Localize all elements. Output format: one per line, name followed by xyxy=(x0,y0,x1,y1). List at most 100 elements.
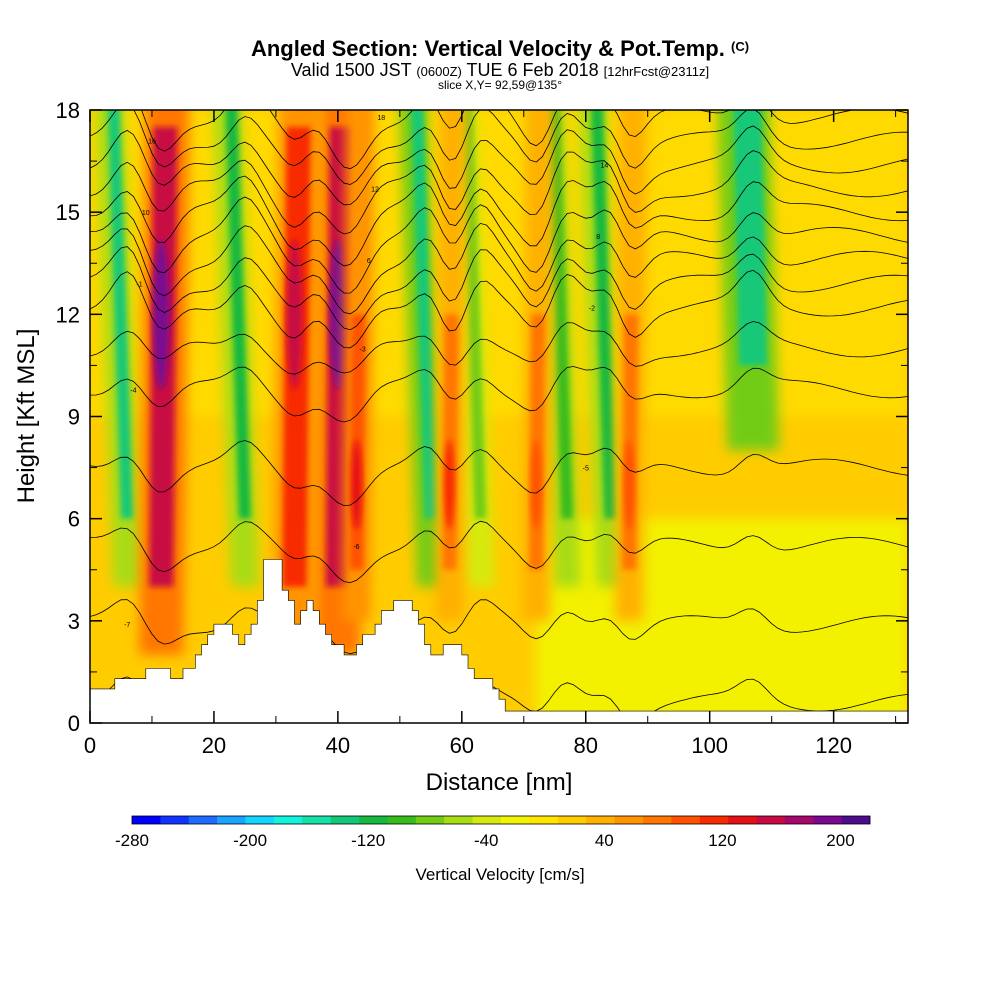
x-tick-label: 100 xyxy=(691,733,728,758)
colorbar-swatch xyxy=(359,816,388,824)
y-tick-label: 0 xyxy=(68,711,80,736)
theta-contour xyxy=(90,196,908,294)
downdraft-core xyxy=(411,110,437,519)
colorbar-tick-label: -280 xyxy=(115,831,149,850)
downdraft-core xyxy=(547,110,574,519)
colorbar-swatch xyxy=(841,816,871,824)
y-axis-label: Height [Kft MSL] xyxy=(13,329,40,504)
colorbar-tick-label: 40 xyxy=(595,831,614,850)
colorbar-swatch xyxy=(132,816,161,824)
theta-contour-label: -3 xyxy=(360,346,366,353)
colorbar-swatch xyxy=(756,816,786,824)
theta-contour-label: -4 xyxy=(130,387,136,394)
theta-contour-label: 18 xyxy=(377,115,385,122)
downdraft-core xyxy=(591,110,617,519)
colorbar-swatch xyxy=(245,816,275,824)
colorbar-swatch xyxy=(387,816,417,824)
updraft-core xyxy=(531,439,542,530)
downdraft-core xyxy=(107,110,134,519)
valid-date: TUE 6 Feb 2018 xyxy=(466,60,599,80)
colorbar-label: Vertical Velocity [cm/s] xyxy=(415,865,584,884)
colorbar-swatch xyxy=(415,816,445,824)
theta-contour-label: -7 xyxy=(124,622,130,629)
colorbar-outline xyxy=(131,815,871,825)
colorbar-swatch xyxy=(444,816,473,824)
colorbar-swatch xyxy=(614,816,644,824)
y-tick-label: 12 xyxy=(56,302,80,327)
valid-utc: (0600Z) xyxy=(416,64,462,79)
colorbar-swatch xyxy=(330,816,360,824)
y-tick-label: 9 xyxy=(68,405,80,430)
colorbar-swatch xyxy=(813,816,842,824)
colorbar-swatch xyxy=(188,816,218,824)
theta-contour-label: 10 xyxy=(142,210,150,217)
updraft-core xyxy=(624,439,635,530)
x-tick-label: 0 xyxy=(84,733,96,758)
colorbar-swatch xyxy=(529,816,559,824)
updraft-core xyxy=(153,239,170,390)
downdraft-core xyxy=(460,110,487,519)
theta-contour-label: -1 xyxy=(136,282,142,289)
colorbar-swatch xyxy=(273,816,303,824)
theta-contour xyxy=(90,599,908,655)
theta-contour xyxy=(90,125,908,206)
downdraft-core xyxy=(225,110,251,519)
colorbar: -280 -200 -120 -40 40 120 200 xyxy=(115,815,871,850)
theta-contour xyxy=(90,321,908,375)
colorbar-swatch xyxy=(557,816,587,824)
x-tick-label: 40 xyxy=(326,733,350,758)
x-tick-label: 60 xyxy=(450,733,474,758)
y-tick-label: 18 xyxy=(56,98,80,123)
colorbar-swatch xyxy=(217,816,246,824)
chart-title: Angled Section: Vertical Velocity & Pot.… xyxy=(0,36,1000,62)
updraft-core xyxy=(286,239,303,390)
colorbar-swatch xyxy=(671,816,700,824)
colorbar-swatch xyxy=(472,816,502,824)
valid-prefix: Valid 1500 JST xyxy=(290,60,412,80)
theta-contour-label: 6 xyxy=(367,258,371,265)
theta-contour xyxy=(90,520,908,584)
colorbar-swatch xyxy=(642,816,672,824)
theta-contour xyxy=(90,269,908,349)
theta-contour xyxy=(90,246,908,331)
theta-contour-label: 12 xyxy=(371,186,379,193)
updraft-core xyxy=(444,439,455,530)
colorbar-swatch xyxy=(586,816,615,824)
theta-contour xyxy=(90,222,908,315)
colorbar-tick-label: 120 xyxy=(708,831,736,850)
x-axis-label: Distance [nm] xyxy=(426,769,573,796)
colorbar-swatch xyxy=(302,816,331,824)
colorbar-swatch xyxy=(160,816,190,824)
valid-time: Valid 1500 JST (0600Z) TUE 6 Feb 2018 [1… xyxy=(0,60,1000,81)
theta-contour-label: 16 xyxy=(148,139,156,146)
colorbar-swatch xyxy=(784,816,814,824)
theta-contour xyxy=(90,366,908,423)
theta-contour xyxy=(90,175,908,267)
title-unit: (C) xyxy=(731,39,750,54)
colorbar-swatch xyxy=(728,816,757,824)
updraft-core xyxy=(351,439,362,530)
theta-contour xyxy=(90,150,908,235)
theta-contour-label: 14 xyxy=(600,162,608,169)
theta-contour-label: -2 xyxy=(589,306,595,313)
x-tick-label: 20 xyxy=(202,733,226,758)
terrain xyxy=(89,559,909,724)
axes: 0 20 40 60 80 100 120 0 3 6 9 12 15 18 xyxy=(56,98,908,758)
y-tick-label: 3 xyxy=(68,609,80,634)
colorbar-swatch xyxy=(501,816,530,824)
y-tick-label: 15 xyxy=(56,200,80,225)
updraft-core xyxy=(329,239,346,390)
colorbar-tick-label: -200 xyxy=(233,831,267,850)
colorbar-tick-label: -40 xyxy=(474,831,499,850)
theta-contour xyxy=(90,440,908,507)
colorbar-tick-label: -120 xyxy=(351,831,385,850)
slice-info: slice X,Y= 92,59@135° xyxy=(437,78,563,92)
y-tick-label: 6 xyxy=(68,507,80,532)
theta-contour-label: 8 xyxy=(596,234,600,241)
theta-contour xyxy=(90,110,908,185)
colorbar-tick-label: 200 xyxy=(826,831,854,850)
theta-contour-label: -6 xyxy=(353,544,359,551)
colorbar-swatch xyxy=(699,816,729,824)
x-tick-label: 120 xyxy=(815,733,852,758)
